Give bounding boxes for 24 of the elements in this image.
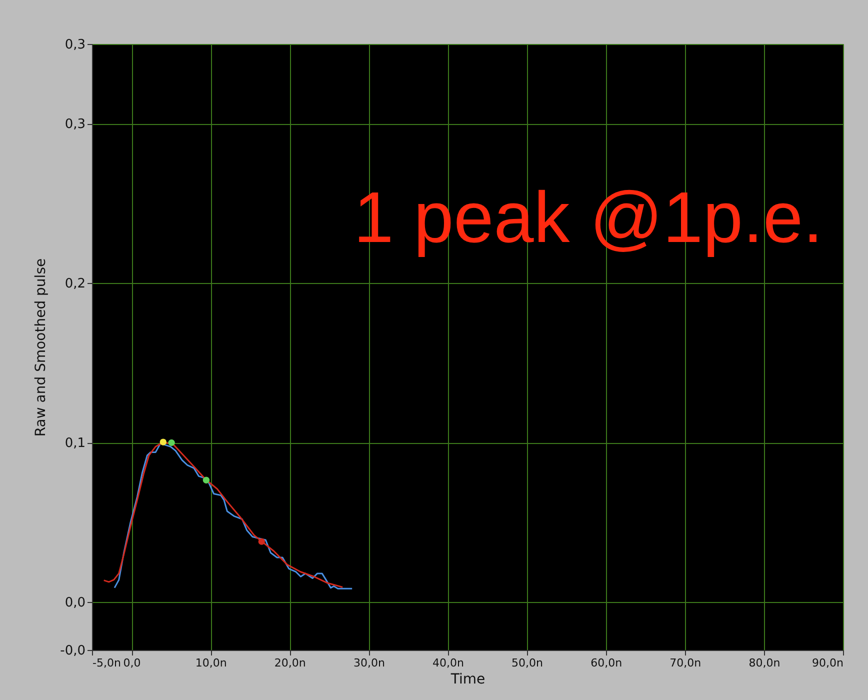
annotation: 1 peak @1p.e. — [354, 178, 823, 258]
x-tick-label: 60,0n — [590, 656, 622, 670]
y-tick-label: 0,2 — [64, 276, 86, 292]
y-tick-label: 0,3 — [64, 38, 86, 52]
x-tick-label: 80,0n — [748, 656, 780, 670]
x-tick-label: 90,0n — [812, 656, 844, 670]
y-tick-label: 0,1 — [64, 436, 86, 452]
x-tick-label: 70,0n — [670, 656, 702, 670]
y-tick-label: -0,0 — [60, 644, 86, 658]
x-tick-label: 10,0n — [195, 656, 227, 670]
x-tick-label: 30,0n — [353, 656, 385, 670]
y-tick-label: 0,0 — [64, 596, 86, 611]
x-axis-title: Time — [450, 672, 486, 688]
y-axis-title: Raw and Smoothed pulse — [33, 258, 50, 437]
point — [160, 438, 166, 446]
x-tick-label: 40,0n — [432, 656, 464, 670]
x-tick-label: -5,0n — [92, 656, 121, 670]
y-tick-label: 0,3 — [64, 117, 86, 132]
x-tick-label: 0,0 — [123, 656, 141, 670]
point — [258, 538, 265, 545]
point — [168, 439, 175, 446]
point — [202, 476, 210, 484]
x-tick-label: 20,0n — [274, 656, 306, 670]
x-tick-label: 50,0n — [512, 656, 544, 670]
